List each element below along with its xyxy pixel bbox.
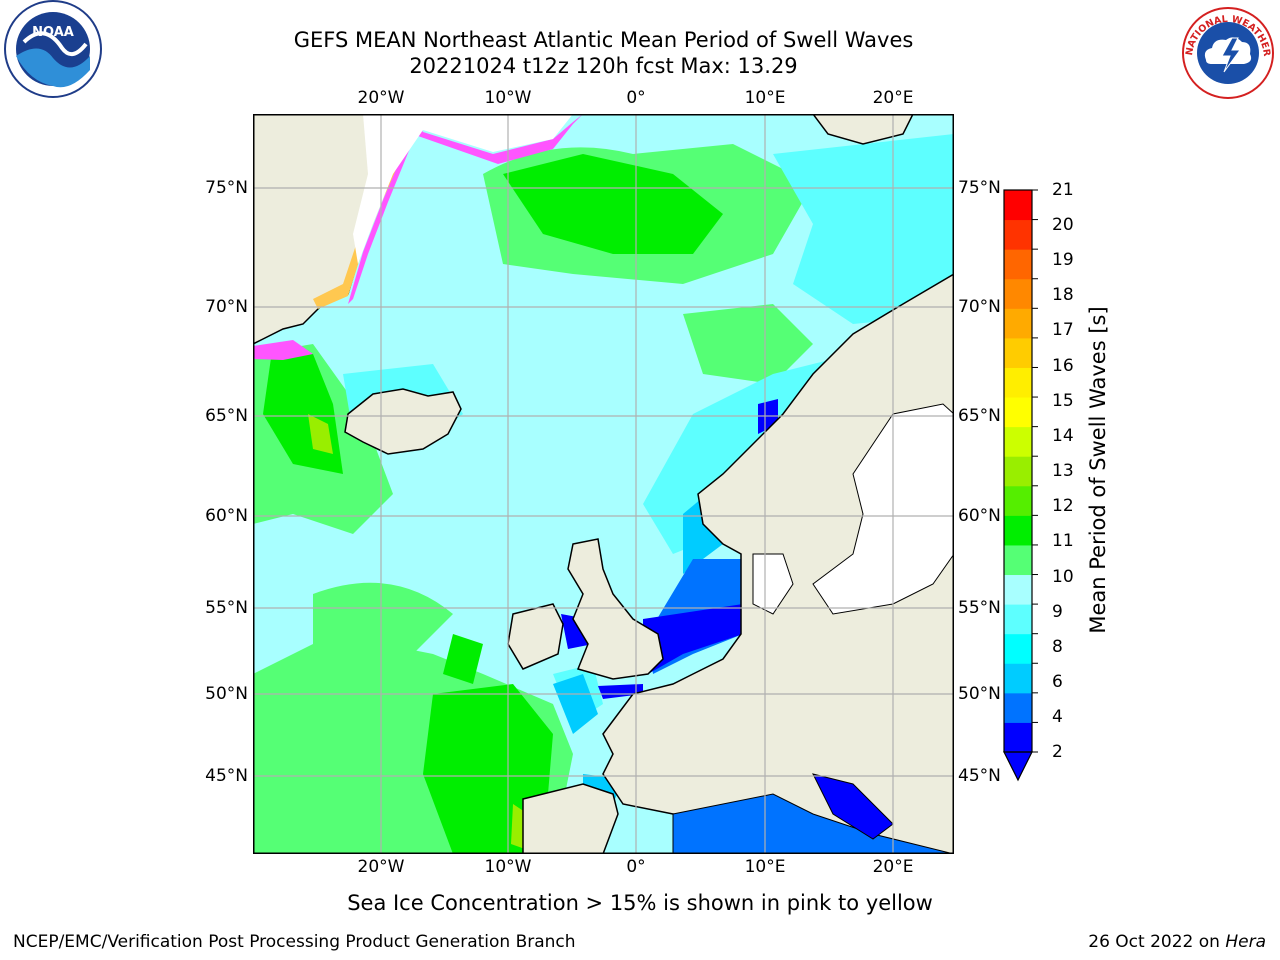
colorbar-tick: 20 [1052,215,1074,235]
lon-label-bottom: 0° [626,857,646,877]
colorbar-segment [1004,367,1032,398]
lat-label-left: 75°N [205,178,248,198]
colorbar [1003,189,1038,782]
colorbar-tick: 14 [1052,426,1074,446]
colorbar-tick: 15 [1052,391,1074,411]
colorbar-segment [1004,663,1032,694]
colorbar-tick: 8 [1052,637,1063,657]
colorbar-segment [1004,574,1032,605]
lat-label-right: 60°N [958,506,1001,526]
lat-label-right: 75°N [958,178,1001,198]
lat-label-left: 65°N [205,406,248,426]
adriatic-sea [812,773,894,840]
lon-label-top: 10°E [744,88,786,108]
noaa-logo-text: NOAA [32,25,74,40]
colorbar-tick: 19 [1052,250,1074,270]
colorbar-tick: 18 [1052,285,1074,305]
colorbar-segment [1004,219,1032,250]
colorbar-segment [1004,337,1032,368]
lon-label-top: 0° [626,88,646,108]
lat-label-left: 50°N [205,684,248,704]
skagerrak-sea [752,553,794,615]
colorbar-tick: 12 [1052,496,1074,516]
great-britain-land [567,538,664,680]
lon-label-bottom: 20°E [872,857,914,877]
colorbar-segment [1004,604,1032,635]
colorbar-frame [1003,189,1033,753]
colorbar-segment [1004,456,1032,487]
lon-label-bottom: 10°E [744,857,786,877]
lat-label-left: 45°N [205,766,248,786]
colorbar-tick: 4 [1052,707,1063,727]
lat-label-left: 55°N [205,598,248,618]
lat-label-right: 55°N [958,598,1001,618]
noaa-logo: NOAA [4,0,102,98]
colorbar-extend-arrow [1003,751,1033,782]
colorbar-segment [1004,692,1032,723]
colorbar-segment [1004,722,1032,753]
colorbar-segment [1004,397,1032,428]
lon-label-top: 20°E [872,88,914,108]
footer-date: 26 Oct 2022 on Hera [1088,932,1266,952]
colorbar-tick: 13 [1052,461,1074,481]
lon-label-bottom: 10°W [484,857,532,877]
colorbar-segment [1004,249,1032,280]
iberia-land [522,783,619,854]
map-panel [253,114,954,854]
colorbar-segment [1004,515,1032,546]
iceland-land [344,388,462,455]
lat-label-left: 60°N [205,506,248,526]
colorbar-tick: 21 [1052,180,1074,200]
baltic-sea [812,403,954,615]
sea-ice-note: Sea Ice Concentration > 15% is shown in … [347,891,933,915]
footer-date-text: 26 Oct 2022 on [1088,932,1220,952]
lat-label-right: 50°N [958,684,1001,704]
colorbar-tick: 2 [1052,742,1063,762]
lat-label-left: 70°N [205,297,248,317]
sea-ice-white [353,114,573,264]
colorbar-segment [1004,544,1032,576]
lat-label-right: 70°N [958,297,1001,317]
svalbard-land [812,114,914,145]
footer-credit: NCEP/EMC/Verification Post Processing Pr… [13,932,576,952]
graticule [253,114,954,854]
colorbar-segment [1004,485,1032,516]
ice-greenland-south [253,340,313,360]
colorbar-label: Mean Period of Swell Waves [s] [1086,306,1110,634]
sea-ice-edge-pink [348,114,583,304]
colorbar-tick: 6 [1052,672,1063,692]
lat-label-right: 65°N [958,406,1001,426]
colorbar-tick: 9 [1052,602,1063,622]
colorbar-tick: 11 [1052,531,1074,551]
lon-label-bottom: 20°W [357,857,405,877]
colorbar-segment [1004,278,1032,309]
colorbar-segment [1004,633,1032,664]
colorbar-segment [1004,308,1032,339]
lat-label-right: 45°N [958,766,1001,786]
map-frame [253,114,954,854]
colorbar-tick: 10 [1052,567,1074,587]
colorbar-segment [1004,426,1032,457]
map-title: GEFS MEAN Northeast Atlantic Mean Period… [293,28,914,52]
footer-host: Hera [1225,932,1266,952]
lon-label-top: 10°W [484,88,532,108]
colorbar-segment [1004,190,1032,221]
colorbar-tick: 17 [1052,320,1074,340]
colorbar-tick: 16 [1052,356,1074,376]
lon-label-top: 20°W [357,88,405,108]
nws-logo: NATIONAL WEATHER SERVICE [1178,6,1274,99]
map-subtitle: 20221024 t12z 120h fcst Max: 13.29 [409,54,798,78]
